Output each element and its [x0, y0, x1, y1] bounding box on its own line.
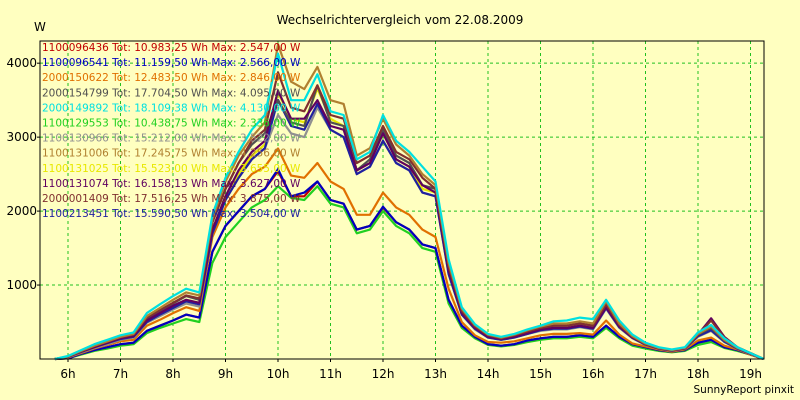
legend-entry-1100096436: 1100096436 Tot: 10.983,25 Wh Max: 2.547,…: [42, 42, 301, 54]
series-line-2000149892: [54, 52, 765, 361]
x-tick-label: 7h: [113, 367, 128, 381]
chart-title: Wechselrichtervergleich vom 22.08.2009: [277, 13, 524, 27]
x-tick-label: 17h: [634, 367, 657, 381]
x-tick-label: 10h: [267, 367, 290, 381]
y-tick-label: 1000: [6, 278, 37, 292]
plot-border: [39, 40, 765, 360]
y-tick-label: 3000: [6, 130, 37, 144]
x-tick-label: 6h: [60, 367, 75, 381]
legend-entry-1100131074: 1100131074 Tot: 16.158,13 Wh Max: 3.627,…: [42, 178, 301, 190]
x-tick-label: 15h: [529, 367, 552, 381]
plot-background: [40, 41, 764, 359]
legend: 1100096436 Tot: 10.983,25 Wh Max: 2.547,…: [42, 42, 301, 220]
x-tick-label: 12h: [372, 367, 395, 381]
legend-entry-2000001409: 2000001409 Tot: 17.516,25 Wh Max: 3.875,…: [42, 193, 301, 205]
legend-entry-2000150622: 2000150622 Tot: 12.483,50 Wh Max: 2.846,…: [42, 72, 301, 84]
credit-label: SunnyReport pinxit: [694, 384, 794, 396]
x-tick-label: 11h: [319, 367, 342, 381]
x-tick-label: 19h: [739, 367, 762, 381]
legend-entry-1100131006: 1100131006 Tot: 17.245,75 Wh Max: 4.256,…: [42, 148, 301, 160]
series-line-2000150622: [54, 147, 764, 361]
series-line-1100129553: [54, 185, 764, 361]
y-tick-label: 2000: [6, 204, 37, 218]
legend-entry-1100213451: 1100213451 Tot: 15.590,50 Wh Max: 3.504,…: [42, 208, 301, 220]
y-axis-unit-label: W: [34, 20, 46, 34]
plot-area: [40, 41, 764, 359]
y-tick-label: 4000: [6, 56, 37, 70]
legend-entry-1100131025: 1100131025 Tot: 15.523,00 Wh Max: 3.655,…: [42, 163, 301, 175]
x-tick-label: 16h: [582, 367, 605, 381]
x-tick-label: 8h: [165, 367, 180, 381]
legend-entry-1100130966: 1100130966 Tot: 15.212,00 Wh Max: 3.522,…: [42, 133, 301, 145]
legend-entry-2000149892: 2000149892 Tot: 18.109,38 Wh Max: 4.130,…: [42, 102, 301, 114]
x-tick-label: 13h: [424, 367, 447, 381]
legend-entry-1100129553: 1100129553 Tot: 10.438,75 Wh Max: 2.336,…: [42, 118, 301, 130]
axes: 1000 2000 3000 4000 6h 7h 8h 9h 10h 11h 12h 13h 14h 1…: [6, 40, 765, 381]
legend-entry-2000154799: 2000154799 Tot: 17.704,50 Wh Max: 4.095,…: [42, 87, 301, 99]
series-lines: [54, 43, 765, 361]
x-tick-label: 18h: [687, 367, 710, 381]
x-tick-label: 9h: [218, 367, 233, 381]
legend-entry-1100096541: 1100096541 Tot: 11.159,50 Wh Max: 2.566,…: [42, 57, 301, 69]
x-tick-label: 14h: [477, 367, 500, 381]
